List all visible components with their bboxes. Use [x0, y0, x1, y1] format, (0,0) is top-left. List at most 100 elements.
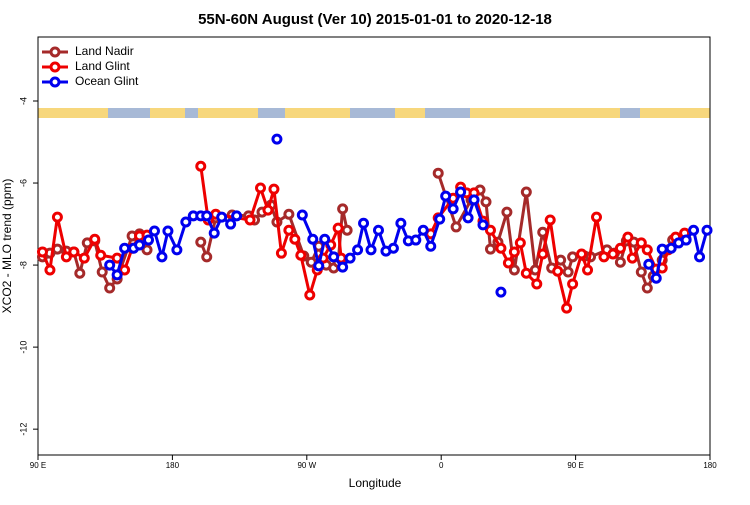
point	[231, 210, 243, 222]
point	[502, 257, 514, 269]
point	[68, 246, 80, 258]
point	[78, 252, 90, 264]
point	[36, 246, 48, 258]
point	[143, 234, 155, 246]
point	[531, 278, 543, 290]
map-land	[285, 108, 350, 118]
legend-label: Ocean Glint	[75, 74, 139, 88]
y-tick-label: -4	[18, 97, 28, 105]
point	[344, 252, 356, 264]
point	[156, 251, 168, 263]
point	[387, 242, 399, 254]
x-axis-label: Longitude	[349, 476, 402, 490]
point	[567, 278, 579, 290]
map-ocean	[38, 108, 710, 118]
point	[44, 264, 56, 276]
x-tick-label: 180	[166, 461, 180, 470]
point	[635, 266, 647, 278]
point	[495, 286, 507, 298]
point	[141, 244, 153, 256]
point	[296, 209, 308, 221]
point	[582, 264, 594, 276]
point	[434, 213, 446, 225]
point	[341, 224, 353, 236]
x-tick-label: 180	[703, 461, 717, 470]
point	[455, 186, 467, 198]
point	[216, 211, 228, 223]
point	[607, 248, 619, 260]
point	[307, 233, 319, 245]
point	[591, 211, 603, 223]
point	[95, 249, 107, 261]
point	[562, 266, 574, 278]
point	[462, 212, 474, 224]
x-tick-label: 90 E	[567, 461, 583, 470]
point	[484, 224, 496, 236]
point	[680, 234, 692, 246]
point	[271, 133, 283, 145]
point	[480, 196, 492, 208]
point	[275, 247, 287, 259]
point	[171, 244, 183, 256]
point	[425, 240, 437, 252]
point	[208, 227, 220, 239]
point	[89, 233, 101, 245]
legend-marker	[49, 61, 61, 73]
point	[352, 244, 364, 256]
point	[635, 237, 647, 249]
map-strip	[38, 108, 710, 118]
point	[268, 183, 280, 195]
point	[544, 214, 556, 226]
point	[304, 289, 316, 301]
map-land	[150, 108, 185, 118]
point	[313, 260, 325, 272]
map-land	[470, 108, 620, 118]
point	[410, 234, 422, 246]
map-land	[38, 108, 108, 118]
legend-marker	[49, 76, 61, 88]
point	[180, 216, 192, 228]
point	[567, 251, 579, 263]
y-tick-label: -10	[18, 341, 28, 354]
point	[372, 224, 384, 236]
point	[96, 266, 108, 278]
point	[417, 224, 429, 236]
point	[495, 242, 507, 254]
point	[162, 225, 174, 237]
point	[650, 272, 662, 284]
y-tick-label: -8	[18, 261, 28, 269]
point	[244, 214, 256, 226]
point	[201, 210, 213, 222]
point	[225, 218, 237, 230]
point	[74, 267, 86, 279]
point	[440, 190, 452, 202]
point	[104, 259, 116, 271]
point	[289, 233, 301, 245]
chart-title: 55N-60N August (Ver 10) 2015-01-01 to 20…	[198, 11, 552, 28]
point	[561, 302, 573, 314]
point	[622, 231, 634, 243]
point	[365, 244, 377, 256]
point	[358, 217, 370, 229]
point	[337, 203, 349, 215]
point	[319, 233, 331, 245]
point	[552, 265, 564, 277]
point	[665, 242, 677, 254]
x-tick-label: 90 E	[30, 461, 46, 470]
point	[395, 217, 407, 229]
point	[195, 160, 207, 172]
point	[508, 264, 520, 276]
point	[643, 258, 655, 270]
point	[701, 224, 713, 236]
legend-label: Land Nadir	[75, 44, 134, 58]
point	[450, 221, 462, 233]
point	[508, 246, 520, 258]
point	[60, 251, 72, 263]
point	[656, 243, 668, 255]
point	[337, 261, 349, 273]
point	[332, 222, 344, 234]
point	[283, 208, 295, 220]
x-tick-label: 90 W	[297, 461, 316, 470]
